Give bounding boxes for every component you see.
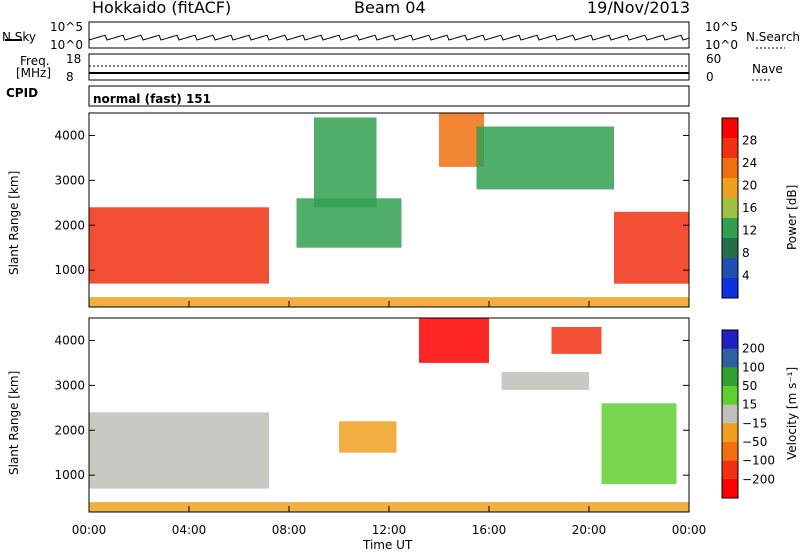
- y-tick-label: 1000: [54, 263, 85, 277]
- y-tick-label: 4000: [54, 333, 85, 347]
- velocity-colorbar-tick: 100: [742, 360, 765, 374]
- x-tick-label: 16:00: [472, 523, 507, 537]
- x-tick-label: 04:00: [172, 523, 207, 537]
- x-tick-label: 00:00: [672, 523, 707, 537]
- power-colorbar-swatch: [722, 118, 738, 139]
- power-colorbar-swatch: [722, 238, 738, 259]
- velocity-colorbar-tick: 200: [742, 342, 765, 356]
- power-colorbar-swatch: [722, 218, 738, 239]
- x-tick-label: 12:00: [372, 523, 407, 537]
- power-colorbar-tick: 28: [742, 134, 757, 148]
- velocity-region-2: [419, 318, 489, 363]
- station-title: Hokkaido (fitACF): [92, 0, 232, 17]
- power-colorbar-tick: 4: [742, 269, 750, 283]
- velocity-region-3: [551, 327, 602, 354]
- power-region-4: [476, 126, 614, 190]
- velocity-colorbar-tick: −50: [742, 435, 767, 449]
- power-colorbar-tick: 12: [742, 224, 757, 238]
- cpid-panel: [88, 85, 690, 107]
- nave-top: 60: [706, 52, 722, 66]
- x-tick-label: 20:00: [572, 523, 607, 537]
- cpid-label: CPID: [6, 86, 39, 100]
- freq-panel: [88, 53, 690, 81]
- velocity-colorbar-swatch: [722, 386, 738, 406]
- power-region-5: [614, 211, 689, 284]
- velocity-colorbar-tick: −200: [742, 472, 775, 486]
- velocity-colorbar-tick: 15: [742, 398, 757, 412]
- velocity-colorbar-swatch: [722, 442, 738, 462]
- velocity-region-1: [339, 421, 397, 453]
- nsearch-top: 10^5: [705, 20, 738, 34]
- nave-label: Nave: [752, 62, 783, 76]
- power-colorbar-tick: 20: [742, 179, 757, 193]
- velocity-region-0: [89, 412, 269, 489]
- velocity-colorbar-tick: −15: [742, 416, 767, 430]
- x-axis-label: Time UT: [363, 538, 413, 552]
- freq-top: 18: [66, 52, 82, 66]
- power-colorbar-swatch: [722, 178, 738, 199]
- power-region-0: [89, 207, 269, 284]
- y-tick-label: 2000: [54, 423, 85, 437]
- y-tick-label: 2000: [54, 218, 85, 232]
- power-colorbar-tick: 8: [742, 246, 750, 260]
- y-tick-label: 3000: [54, 378, 85, 392]
- y-tick-label: 4000: [54, 128, 85, 142]
- nsearch-bottom: 10^0: [705, 38, 738, 52]
- velocity-colorbar-tick: 50: [742, 379, 757, 393]
- velocity-colorbar-swatch: [722, 367, 738, 387]
- power-colorbar-swatch: [722, 278, 738, 299]
- velocity-colorbar-swatch: [722, 479, 738, 499]
- nsearch-label: N.Search: [746, 30, 800, 44]
- nsky-bottom: 10^0: [50, 38, 83, 52]
- nave-bottom: 0: [706, 70, 714, 84]
- power-colorbar-swatch: [722, 138, 738, 159]
- velocity-colorbar-swatch: [722, 404, 738, 424]
- freq-bottom: 8: [66, 70, 74, 84]
- power-colorbar-swatch: [722, 258, 738, 279]
- power-colorbar-swatch: [722, 158, 738, 179]
- y-tick-label: 1000: [54, 468, 85, 482]
- nsky-top: 10^5: [50, 20, 83, 34]
- cpid-value: normal (fast) 151: [93, 92, 211, 106]
- velocity-colorbar-swatch: [722, 348, 738, 368]
- power-colorbar-frame: [721, 117, 739, 299]
- nsky-panel: [88, 21, 690, 49]
- freq-label: Freq.: [20, 54, 50, 68]
- x-tick-label: 08:00: [272, 523, 307, 537]
- power-colorbar-swatch: [722, 198, 738, 219]
- velocity-colorbar-tick: −100: [742, 454, 775, 468]
- power-region-2: [314, 117, 377, 208]
- date-title: 19/Nov/2013: [587, 0, 691, 17]
- power-colorbar-tick: 24: [742, 156, 757, 170]
- velocity-colorbar-swatch: [722, 460, 738, 480]
- velocity-region-5: [601, 403, 677, 485]
- beam-title: Beam 04: [354, 0, 426, 17]
- x-tick-label: 00:00: [72, 523, 107, 537]
- freq-unit: [MHz]: [16, 66, 52, 80]
- nsky-series: [88, 34, 690, 41]
- y-tick-label: 3000: [54, 173, 85, 187]
- power-colorbar-tick: 16: [742, 201, 757, 215]
- velocity-colorbar-frame: [721, 329, 739, 499]
- velocity-region-4: [501, 371, 589, 390]
- velocity-colorbar-swatch: [722, 330, 738, 350]
- velocity-colorbar-swatch: [722, 423, 738, 443]
